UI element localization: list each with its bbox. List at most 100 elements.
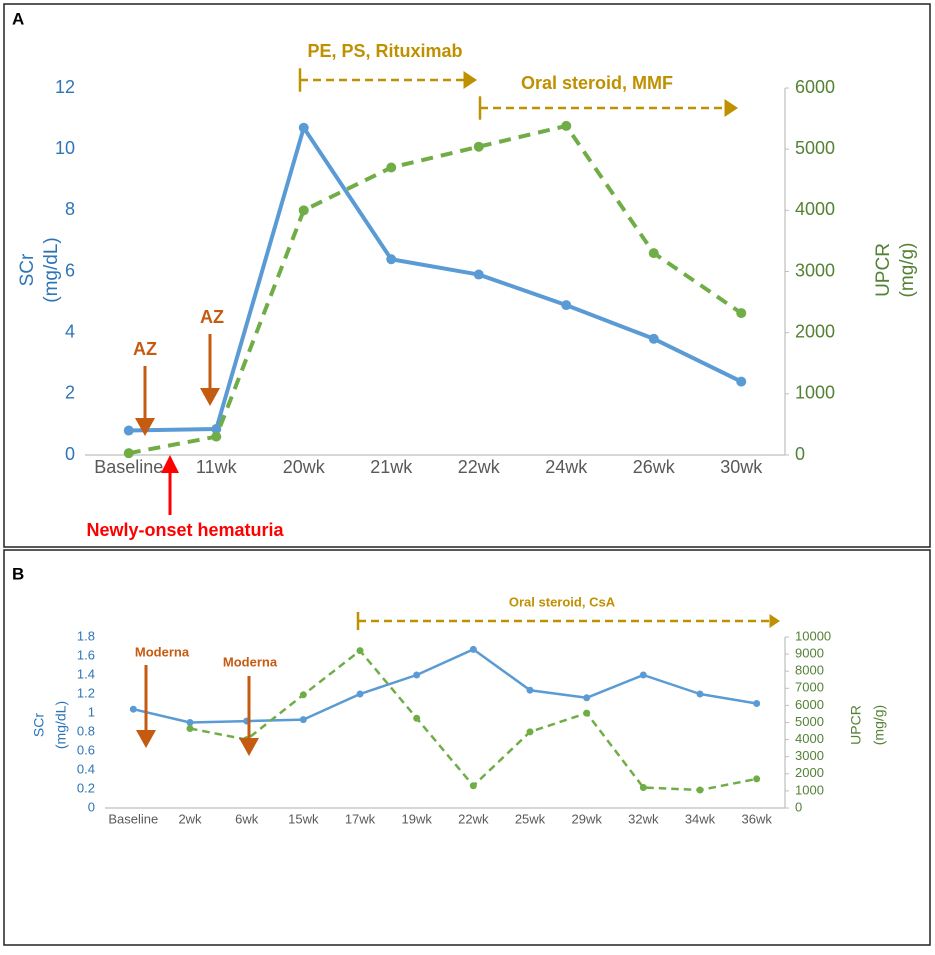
point [583, 694, 591, 702]
panel-a-frame [3, 3, 931, 548]
x-tick-label: 25wk [515, 811, 546, 826]
y-tick-label: 2 [65, 383, 75, 403]
y2-tick-label: 4000 [795, 731, 824, 746]
point [473, 141, 484, 152]
x-tick-label: 29wk [571, 811, 602, 826]
point [413, 714, 421, 722]
arrow-head [136, 730, 156, 748]
y2-tick-label: 10000 [795, 628, 831, 643]
x-tick-label: 26wk [633, 457, 676, 477]
annotation: Moderna [135, 644, 190, 659]
point [736, 308, 747, 319]
point [123, 425, 134, 436]
x-tick-label: 19wk [401, 811, 432, 826]
arrow-head [463, 71, 477, 89]
annotation: Oral steroid, CsA [509, 594, 616, 609]
x-tick-label: 21wk [370, 457, 413, 477]
annotation: AZ [200, 307, 224, 327]
x-tick-label: 2wk [178, 811, 202, 826]
point [639, 671, 647, 679]
y2-tick-label: 0 [795, 444, 805, 464]
series-line [133, 648, 757, 724]
y-tick-label: 1.2 [77, 685, 95, 700]
y2-axis-label: (mg/g) [897, 243, 918, 298]
y2-tick-label: 3000 [795, 260, 835, 280]
arrow-head [161, 455, 179, 473]
x-tick-label: 6wk [235, 811, 259, 826]
point [696, 786, 704, 794]
point [299, 691, 307, 699]
arrow-head [769, 614, 780, 628]
point [648, 333, 659, 344]
y2-tick-label: 8000 [795, 663, 824, 678]
x-tick-label: 22wk [458, 457, 501, 477]
x-tick-label: 36wk [741, 811, 772, 826]
annotation: PE, PS, Rituximab [307, 41, 462, 61]
point [211, 431, 222, 442]
y-tick-label: 0.6 [77, 742, 95, 757]
point [186, 724, 194, 732]
point [211, 424, 222, 435]
y-tick-label: 0 [88, 799, 95, 814]
y2-axis-label: UPCR [873, 243, 894, 297]
x-tick-label: Baseline [108, 811, 158, 826]
y-tick-label: 6 [65, 260, 75, 280]
y-axis-label: SCr [31, 713, 47, 737]
y2-tick-label: 1000 [795, 782, 824, 797]
x-tick-label: 24wk [545, 457, 588, 477]
x-tick-label: 32wk [628, 811, 659, 826]
y-tick-label: 4 [65, 321, 75, 341]
point [583, 709, 591, 717]
y2-tick-label: 2000 [795, 765, 824, 780]
x-tick-label: 30wk [720, 457, 763, 477]
y-tick-label: 1.8 [77, 628, 95, 643]
y2-tick-label: 1000 [795, 383, 835, 403]
y2-tick-label: 5000 [795, 138, 835, 158]
point [386, 162, 397, 173]
y-tick-label: 1.4 [77, 666, 95, 681]
y2-tick-label: 7000 [795, 680, 824, 695]
point [561, 120, 572, 131]
point [356, 647, 364, 655]
y2-tick-label: 6000 [795, 697, 824, 712]
point [129, 705, 137, 713]
point [356, 690, 364, 698]
point [186, 719, 194, 726]
x-tick-label: Baseline [94, 457, 163, 477]
point [298, 205, 309, 216]
y-tick-label: 10 [55, 138, 75, 158]
point [413, 671, 421, 679]
y-tick-label: 1.6 [77, 647, 95, 662]
x-tick-label: 34wk [685, 811, 716, 826]
panel-label: A [12, 9, 24, 28]
y2-tick-label: 2000 [795, 321, 835, 341]
point [469, 645, 477, 653]
point [753, 700, 761, 707]
point [561, 300, 572, 311]
point [298, 122, 309, 133]
y2-axis-label: (mg/g) [871, 705, 887, 745]
point [123, 448, 134, 459]
annotation: Oral steroid, MMF [521, 73, 673, 93]
annotation: Newly-onset hematuria [86, 520, 284, 540]
point [469, 782, 477, 790]
y-axis-label: SCr [17, 253, 38, 286]
y2-tick-label: 0 [795, 799, 802, 814]
y-tick-label: 1 [88, 704, 95, 719]
x-tick-label: 15wk [288, 811, 319, 826]
arrow-head [239, 738, 259, 756]
y2-tick-label: 4000 [795, 199, 835, 219]
point [696, 690, 704, 698]
x-tick-label: 22wk [458, 811, 489, 826]
y-tick-label: 0.2 [77, 780, 95, 795]
y-tick-label: 12 [55, 77, 75, 97]
y-tick-label: 8 [65, 199, 75, 219]
y2-tick-label: 9000 [795, 646, 824, 661]
panel-label: B [12, 564, 24, 583]
point [648, 248, 659, 259]
point [473, 269, 484, 280]
x-tick-label: 20wk [283, 457, 326, 477]
y2-axis-label: UPCR [848, 705, 864, 745]
